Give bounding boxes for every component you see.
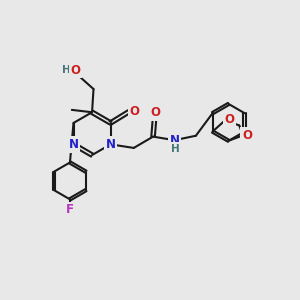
Text: O: O [224, 113, 234, 126]
Text: O: O [129, 105, 140, 118]
Text: F: F [66, 203, 74, 216]
Text: O: O [242, 129, 252, 142]
Text: N: N [169, 134, 179, 147]
Text: N: N [68, 138, 79, 151]
Text: H: H [62, 65, 71, 75]
Text: O: O [150, 106, 160, 119]
Text: H: H [171, 144, 179, 154]
Text: N: N [106, 138, 116, 151]
Text: O: O [71, 64, 81, 76]
